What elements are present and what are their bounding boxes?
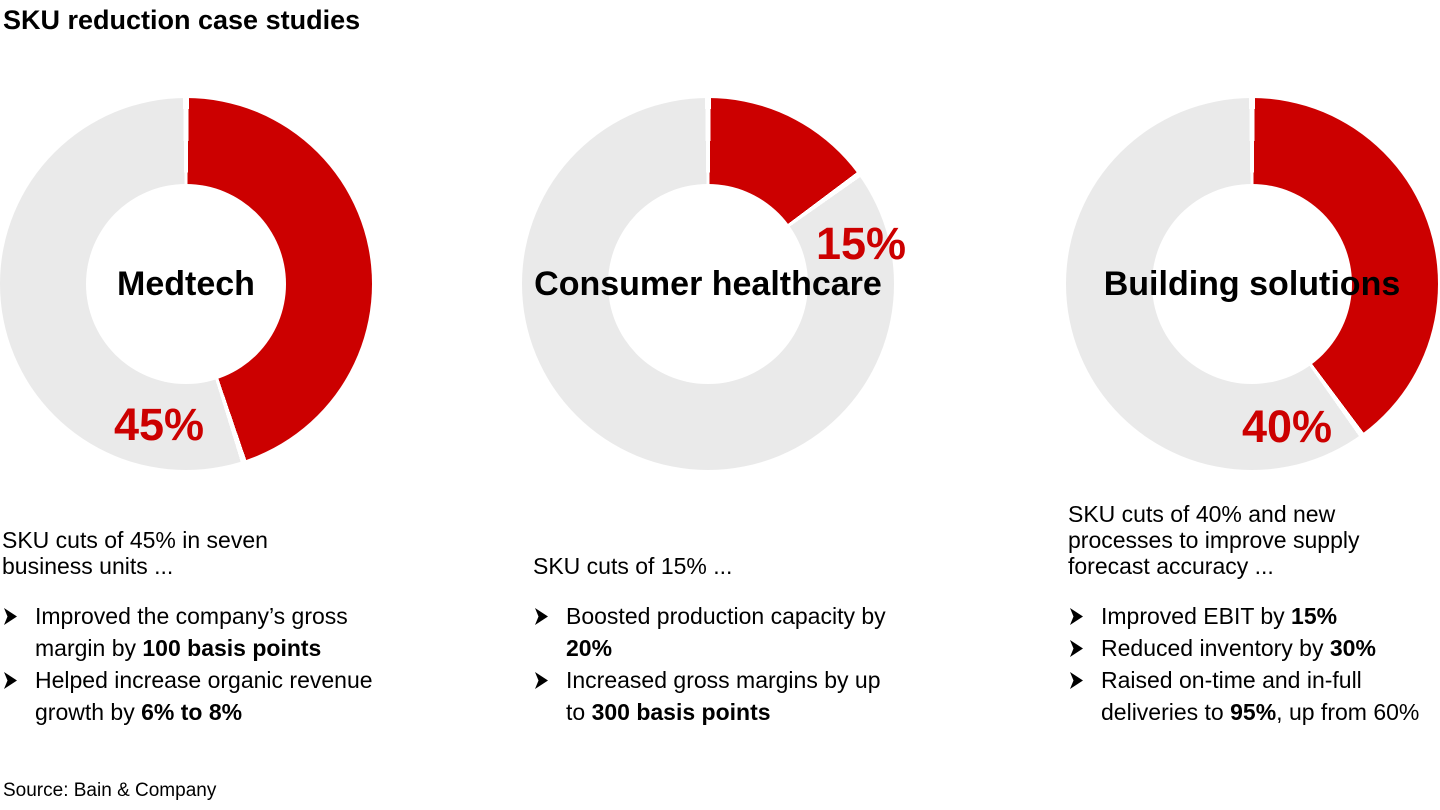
arrow-bullet-icon xyxy=(1069,672,1083,689)
intro-text: SKU cuts of 15% ... xyxy=(533,498,974,579)
arrow-bullet-icon xyxy=(1069,608,1083,625)
donut-hole xyxy=(608,184,808,384)
case-study-building-solutions: Building solutions 40% SKU cuts of 40% a… xyxy=(1066,98,1440,728)
donut-center-label: Consumer healthcare xyxy=(534,264,882,303)
bullet-item: Boosted production capacity by 20% xyxy=(533,600,898,664)
intro-text-span: SKU cuts of 15% ... xyxy=(533,553,733,579)
bullet-item: Improved the company’s gross margin by 1… xyxy=(2,600,422,664)
donut-value-label: 40% xyxy=(1242,401,1333,452)
arrow-bullet-icon xyxy=(3,608,17,625)
intro-text-span: SKU cuts of 40% and new processes to imp… xyxy=(1068,501,1360,579)
arrow-bullet-icon xyxy=(534,608,548,625)
bullet-text: Boosted production capacity by 20% xyxy=(566,603,886,661)
intro-text: SKU cuts of 40% and new processes to imp… xyxy=(1068,498,1440,579)
case-study-text: SKU cuts of 40% and new processes to imp… xyxy=(1068,498,1440,728)
bullet-item: Improved EBIT by 15% xyxy=(1068,600,1440,632)
arrow-bullet-icon xyxy=(3,672,17,689)
bullet-text: Improved EBIT by 15% xyxy=(1101,603,1338,629)
intro-text-span: SKU cuts of 45% in seven business units … xyxy=(2,527,268,579)
case-study-text: SKU cuts of 45% in seven business units … xyxy=(2,498,450,728)
donut-chart-medtech: Medtech 45% xyxy=(0,98,372,470)
source-note: Source: Bain & Company xyxy=(3,780,217,801)
bullet-list: Improved EBIT by 15% Reduced inventory b… xyxy=(1068,600,1440,728)
charts-row: Medtech 45% SKU cuts of 45% in seven bus… xyxy=(0,98,1440,728)
bullet-list: Improved the company’s gross margin by 1… xyxy=(2,600,450,728)
donut-value-label: 45% xyxy=(114,399,205,450)
bullet-text: Reduced inventory by 30% xyxy=(1101,635,1376,661)
bullet-item: Reduced inventory by 30% xyxy=(1068,632,1440,664)
case-study-text: SKU cuts of 15% ... Boosted production c… xyxy=(533,498,974,728)
donut-center-label: Medtech xyxy=(117,264,255,303)
intro-text: SKU cuts of 45% in seven business units … xyxy=(2,498,450,579)
bullet-text: Increased gross margins by up to 300 bas… xyxy=(566,667,881,725)
arrow-bullet-icon xyxy=(534,672,548,689)
bullet-text: Raised on-time and in-full deliveries to… xyxy=(1101,667,1420,725)
bullet-text: Improved the company’s gross margin by 1… xyxy=(35,603,348,661)
donut-hole xyxy=(86,184,286,384)
bullet-item: Raised on-time and in-full deliveries to… xyxy=(1068,664,1440,728)
case-study-medtech: Medtech 45% SKU cuts of 45% in seven bus… xyxy=(0,98,450,728)
bullet-text: Helped increase organic revenue growth b… xyxy=(35,667,373,725)
page-title: SKU reduction case studies xyxy=(3,5,361,35)
bullet-item: Increased gross margins by up to 300 bas… xyxy=(533,664,898,728)
bullet-item: Helped increase organic revenue growth b… xyxy=(2,664,422,728)
case-study-consumer-healthcare: Consumer healthcare 15% SKU cuts of 15% … xyxy=(522,98,974,728)
donut-center-label: Building solutions xyxy=(1103,264,1401,303)
donut-chart-building-solutions: Building solutions 40% xyxy=(1066,98,1438,470)
donut-hole xyxy=(1152,184,1352,384)
bullet-list: Boosted production capacity by 20% Incre… xyxy=(533,600,974,728)
arrow-bullet-icon xyxy=(1069,640,1083,657)
donut-value-label: 15% xyxy=(816,218,907,269)
donut-chart-consumer-healthcare: Consumer healthcare 15% xyxy=(522,98,906,470)
